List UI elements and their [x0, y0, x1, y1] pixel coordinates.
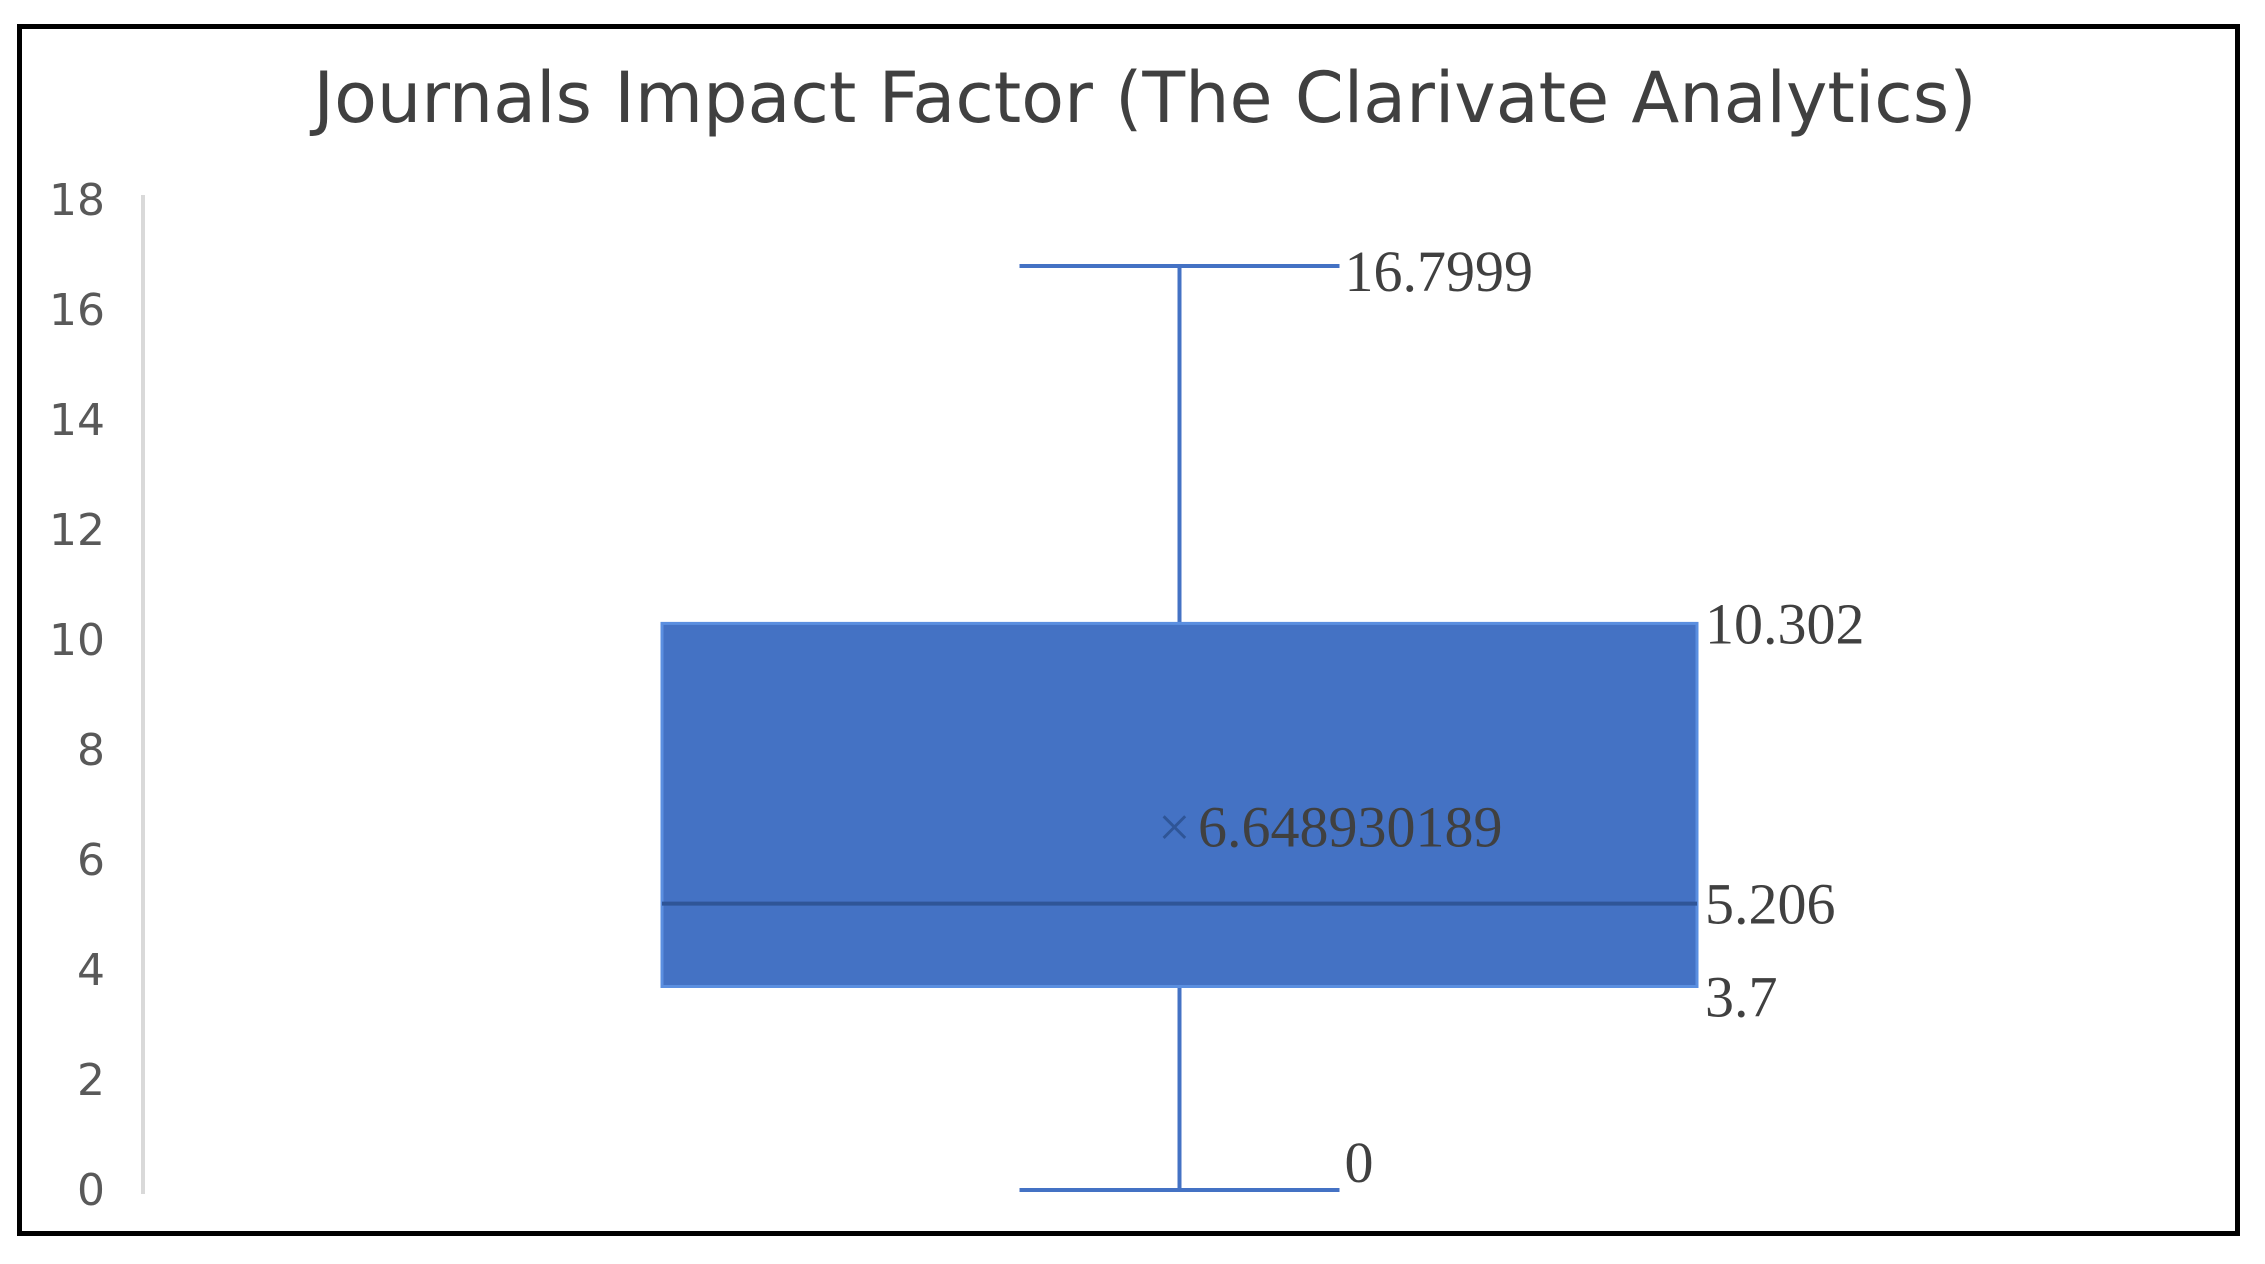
y-tick-label: 12 — [49, 505, 105, 556]
y-axis: 0 2 4 6 8 10 12 14 16 18 — [49, 175, 145, 1216]
y-tick-label: 8 — [77, 725, 105, 776]
interquartile-box — [660, 621, 1699, 988]
q3-label: 10.302 — [1705, 591, 1865, 656]
y-tick-label: 18 — [49, 175, 105, 226]
y-tick-label: 14 — [49, 395, 105, 446]
min-label: 0 — [1345, 1130, 1374, 1195]
y-tick-label: 10 — [49, 615, 105, 666]
data-labels: 16.7999 10.302 6.648930189 5.206 3.7 0 — [1198, 239, 1865, 1195]
y-tick-label: 0 — [77, 1165, 105, 1216]
box-plot: × — [660, 264, 1699, 1192]
mean-marker: × — [1158, 794, 1191, 859]
median-label: 5.206 — [1705, 872, 1836, 937]
y-tick-label: 6 — [77, 835, 105, 886]
y-tick-label: 16 — [49, 285, 105, 336]
mean-label: 6.648930189 — [1198, 794, 1503, 859]
q1-label: 3.7 — [1705, 965, 1778, 1030]
max-label: 16.7999 — [1345, 239, 1534, 304]
chart-title: Journals Impact Factor (The Clarivate An… — [309, 57, 1976, 139]
y-tick-label: 2 — [77, 1055, 105, 1106]
y-tick-label: 4 — [77, 945, 105, 996]
